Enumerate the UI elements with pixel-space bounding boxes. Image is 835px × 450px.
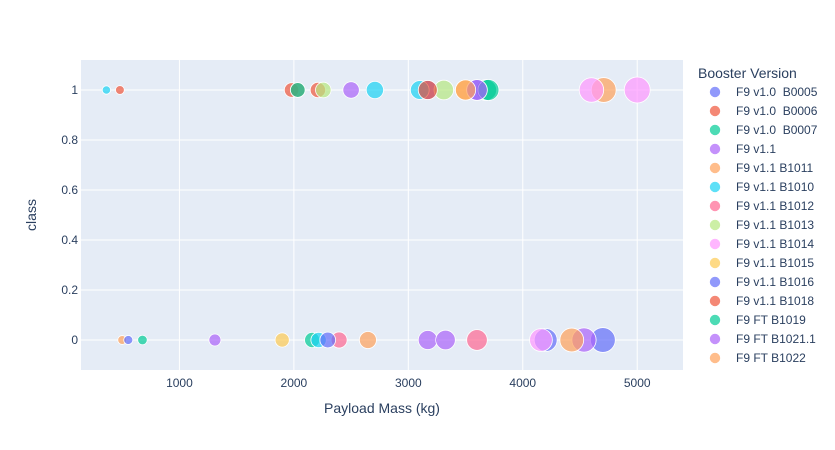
- legend-marker: [709, 86, 721, 98]
- legend-item[interactable]: F9 v1.1 B1013: [709, 218, 815, 232]
- legend-label: F9 v1.1 B1014: [736, 237, 814, 251]
- legend-label: F9 v1.1 B1012: [736, 199, 814, 213]
- legend-label: F9 v1.1 B1011: [736, 161, 813, 175]
- grid-lines: [81, 60, 683, 370]
- legend-marker: [709, 238, 721, 250]
- data-point[interactable]: [315, 81, 332, 99]
- x-axis-title: Payload Mass (kg): [324, 400, 440, 416]
- legend-marker: [709, 200, 721, 212]
- x-tick-label: 1000: [166, 376, 193, 390]
- legend-item[interactable]: F9 FT B1019: [709, 313, 807, 327]
- x-tick-label: 5000: [624, 376, 651, 390]
- y-tick-label: 0.6: [61, 183, 78, 197]
- legend-item[interactable]: F9 v1.1 B1014: [709, 237, 815, 251]
- data-point[interactable]: [208, 333, 222, 347]
- legend-marker: [709, 105, 721, 117]
- data-point[interactable]: [454, 79, 477, 101]
- x-axis-ticks: 1000 2000 3000 4000 5000: [166, 376, 651, 390]
- data-points[interactable]: [101, 76, 651, 353]
- legend-marker: [709, 219, 721, 231]
- plot-background: [81, 60, 683, 370]
- x-tick-label: 2000: [281, 376, 308, 390]
- legend-marker: [709, 257, 721, 269]
- data-point[interactable]: [529, 328, 553, 352]
- legend-label: F9 v1.1 B1015: [736, 256, 814, 270]
- legend-marker: [709, 314, 721, 326]
- y-axis-ticks: 0 0.2 0.4 0.6 0.8 1: [61, 83, 78, 347]
- data-point[interactable]: [319, 331, 337, 349]
- x-tick-label: 3000: [395, 376, 422, 390]
- legend-label: F9 FT B1022: [736, 351, 806, 365]
- y-tick-label: 1: [71, 83, 78, 97]
- data-point[interactable]: [290, 82, 306, 98]
- legend-label: F9 v1.1 B1013: [736, 218, 814, 232]
- y-tick-label: 0.8: [61, 133, 78, 147]
- data-point[interactable]: [466, 329, 488, 351]
- legend-label: F9 v1.1: [736, 142, 776, 156]
- data-point[interactable]: [342, 81, 360, 99]
- legend-item[interactable]: F9 v1.1 B1010: [709, 180, 815, 194]
- legend-label: F9 FT B1021.1: [736, 332, 816, 346]
- legend-marker: [709, 143, 721, 155]
- legend-item[interactable]: F9 v1.1 B1011: [709, 161, 814, 175]
- data-point[interactable]: [274, 332, 290, 348]
- legend-label: F9 v1.0 B0006: [736, 104, 818, 118]
- legend-label: F9 v1.0 B0007: [736, 123, 818, 137]
- legend-marker: [709, 181, 721, 193]
- y-tick-label: 0.4: [61, 233, 78, 247]
- data-point[interactable]: [623, 76, 651, 104]
- legend-item[interactable]: F9 v1.0 B0005: [709, 85, 818, 99]
- legend-label: F9 v1.0 B0005: [736, 85, 818, 99]
- data-point[interactable]: [417, 330, 438, 350]
- legend-label: F9 v1.1 B1018: [736, 294, 814, 308]
- legend-marker: [709, 295, 721, 307]
- data-point[interactable]: [417, 80, 438, 100]
- data-point[interactable]: [435, 329, 456, 351]
- legend-marker: [709, 162, 721, 174]
- legend-item[interactable]: F9 v1.1 B1015: [709, 256, 815, 270]
- data-point[interactable]: [137, 334, 148, 346]
- data-point[interactable]: [115, 85, 125, 95]
- data-point[interactable]: [101, 85, 111, 95]
- legend-title: Booster Version: [698, 65, 797, 81]
- legend-marker: [709, 124, 721, 136]
- legend-marker: [709, 352, 721, 364]
- y-tick-label: 0.2: [61, 283, 78, 297]
- y-axis-title: class: [23, 199, 39, 231]
- legend-label: F9 v1.1 B1010: [736, 180, 814, 194]
- legend[interactable]: F9 v1.0 B0005 F9 v1.0 B0006 F9 v1.0 B0007 F…: [709, 85, 818, 365]
- legend-item[interactable]: F9 v1.0 B0007: [709, 123, 818, 137]
- legend-item[interactable]: F9 v1.1: [709, 142, 777, 156]
- legend-label: F9 v1.1 B1016: [736, 275, 814, 289]
- data-point[interactable]: [559, 327, 585, 353]
- data-point[interactable]: [578, 77, 605, 103]
- legend-item[interactable]: F9 FT B1021.1: [709, 332, 817, 346]
- data-point[interactable]: [123, 335, 134, 345]
- y-tick-label: 0: [71, 333, 78, 347]
- data-point[interactable]: [358, 331, 377, 349]
- legend-marker: [709, 276, 721, 288]
- x-tick-label: 4000: [509, 376, 536, 390]
- legend-item[interactable]: F9 v1.0 B0006: [709, 104, 818, 118]
- legend-label: F9 FT B1019: [736, 313, 806, 327]
- legend-item[interactable]: F9 FT B1022: [709, 351, 807, 365]
- legend-item[interactable]: F9 v1.1 B1016: [709, 275, 815, 289]
- legend-item[interactable]: F9 v1.1 B1012: [709, 199, 815, 213]
- legend-item[interactable]: F9 v1.1 B1018: [709, 294, 815, 308]
- data-point[interactable]: [365, 80, 384, 100]
- legend-marker: [709, 333, 721, 345]
